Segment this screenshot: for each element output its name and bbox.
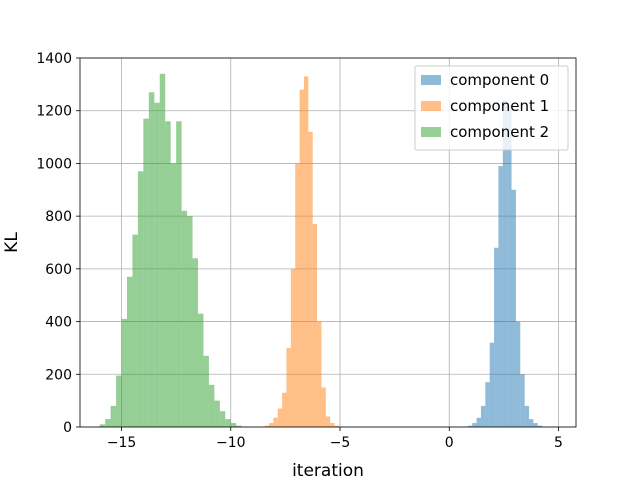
- histogram-bar: [330, 423, 335, 427]
- y-tick-label: 800: [45, 209, 72, 225]
- histogram-bar: [282, 392, 287, 427]
- histogram-bar: [110, 405, 117, 427]
- histogram-bar: [308, 131, 313, 428]
- histogram-bar: [485, 382, 490, 427]
- histogram-bar: [269, 423, 274, 427]
- histogram-bar: [494, 247, 499, 427]
- x-tick-label: 0: [445, 435, 454, 451]
- legend-box: [414, 65, 569, 151]
- histogram-bar: [511, 189, 516, 427]
- histogram-bar: [264, 425, 270, 427]
- histogram-bar: [230, 423, 237, 427]
- histogram-bar: [277, 408, 283, 427]
- histogram-bar: [295, 163, 300, 427]
- histogram-bar: [203, 355, 209, 427]
- histogram-bar: [154, 102, 160, 428]
- y-tick-label: 200: [45, 367, 72, 383]
- y-tick-label: 1200: [36, 104, 72, 120]
- histogram-bar: [286, 347, 291, 427]
- plot-frame: [79, 57, 577, 428]
- histogram-bar: [159, 73, 166, 428]
- histogram-bar: [321, 387, 326, 427]
- histogram-bar: [126, 276, 133, 427]
- histogram-bar: [312, 224, 318, 427]
- histogram-bar: [181, 210, 188, 427]
- histogram-bar: [187, 216, 193, 427]
- histogram-bar: [99, 424, 106, 427]
- histogram-bar: [121, 318, 127, 427]
- histogram-bar: [502, 100, 508, 428]
- histogram-bar: [176, 121, 182, 427]
- legend-item-1: component 1: [421, 97, 549, 115]
- y-tick-label: 600: [45, 262, 72, 278]
- legend-label: component 0: [450, 71, 549, 89]
- histogram-bar: [225, 419, 231, 427]
- histogram-bar: [498, 166, 503, 428]
- legend-swatch: [421, 101, 441, 111]
- histogram-bar: [273, 417, 278, 427]
- histogram-bar: [170, 163, 177, 427]
- ticks-layer: −15 −10 −5 0 5 0 200 400 600 800 1000 1200 1400: [36, 51, 563, 451]
- y-tick-label: 400: [45, 315, 72, 331]
- histogram-bar: [520, 374, 525, 427]
- histogram-bar: [165, 121, 171, 427]
- y-axis-label: KL: [2, 232, 22, 253]
- histogram-bar: [472, 423, 477, 427]
- histogram-bar: [236, 425, 242, 427]
- histogram-bar: [132, 234, 138, 427]
- legend-label: component 1: [450, 97, 549, 115]
- histogram-bar: [317, 321, 322, 427]
- bars-layer: [99, 73, 543, 428]
- histogram-bar: [192, 258, 198, 427]
- x-tick-label: −15: [107, 435, 137, 451]
- legend-swatch: [421, 127, 441, 137]
- legend-item-2: component 2: [421, 123, 549, 141]
- y-tick-label: 1000: [36, 156, 72, 172]
- x-tick-label: 5: [554, 435, 563, 451]
- histogram-bar: [325, 416, 331, 427]
- histogram-bar: [290, 268, 296, 427]
- histogram-bar: [219, 411, 226, 427]
- histogram-bar: [476, 417, 481, 427]
- histogram-bar: [537, 425, 543, 427]
- series-1-bars: [264, 76, 339, 428]
- histogram-bar: [467, 425, 473, 427]
- legend-swatch: [421, 75, 441, 85]
- y-tick-label: 1400: [36, 51, 72, 67]
- histogram-bar: [507, 105, 512, 427]
- histogram-bar: [197, 313, 204, 427]
- histogram-bar: [533, 423, 538, 427]
- histogram-bar: [489, 342, 495, 427]
- histogram-bar: [480, 405, 486, 427]
- legend-label: component 2: [450, 123, 549, 141]
- histogram-bar: [208, 384, 215, 427]
- y-tick-label: 0: [63, 420, 72, 436]
- histogram-bar: [105, 419, 111, 427]
- histogram-bar: [214, 400, 220, 427]
- series-0-bars: [467, 100, 543, 428]
- x-axis-label: iteration: [292, 461, 364, 480]
- x-tick-label: −5: [330, 435, 351, 451]
- x-tick-label: −10: [216, 435, 246, 451]
- histogram-bar: [334, 425, 339, 427]
- histogram-bar: [515, 321, 521, 427]
- legend: component 0 component 1 component 2: [414, 65, 569, 151]
- histogram-bar: [148, 92, 155, 427]
- histogram-bar: [303, 76, 309, 427]
- series-2-bars: [99, 73, 242, 428]
- histogram-bar: [299, 89, 304, 427]
- histogram-bar: [116, 375, 122, 427]
- legend-item-0: component 0: [421, 71, 549, 89]
- histogram-bar: [137, 171, 144, 427]
- histogram-bar: [524, 405, 530, 427]
- histogram-bar: [143, 118, 149, 427]
- histogram-bar: [529, 419, 534, 427]
